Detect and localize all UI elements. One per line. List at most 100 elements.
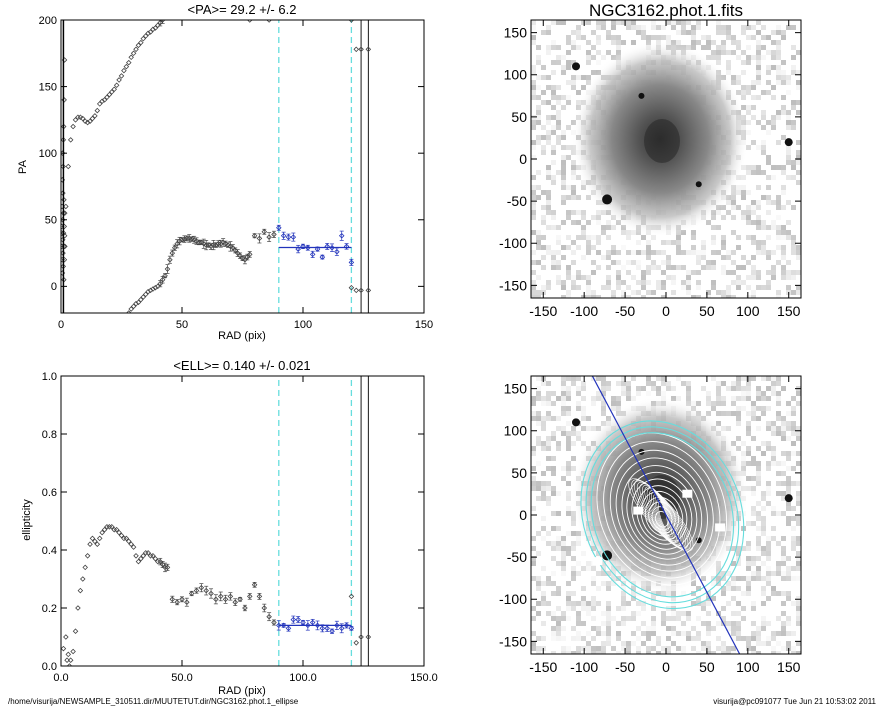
ell-point xyxy=(65,651,72,658)
pa-point xyxy=(92,113,98,119)
noise-pixel xyxy=(541,566,546,571)
noise-pixel xyxy=(591,30,596,35)
noise-pixel xyxy=(666,651,671,654)
noise-pixel xyxy=(746,431,751,436)
noise-pixel xyxy=(791,481,796,486)
noise-pixel xyxy=(621,391,626,396)
noise-pixel xyxy=(776,110,781,115)
noise-pixel xyxy=(761,561,766,566)
noise-pixel xyxy=(696,295,701,298)
noise-pixel xyxy=(536,55,541,60)
noise-pixel xyxy=(761,531,766,536)
noise-pixel xyxy=(756,471,761,476)
noise-pixel xyxy=(736,386,741,391)
noise-pixel xyxy=(676,265,681,270)
noise-pixel xyxy=(581,426,586,431)
noise-pixel xyxy=(756,461,761,466)
noise-pixel xyxy=(686,285,691,290)
noise-pixel xyxy=(641,280,646,285)
noise-pixel xyxy=(681,646,686,651)
noise-pixel xyxy=(551,471,556,476)
noise-pixel xyxy=(756,396,761,401)
noise-pixel xyxy=(561,636,566,641)
noise-pixel xyxy=(651,35,656,40)
noise-pixel xyxy=(746,235,751,240)
noise-pixel xyxy=(561,646,566,651)
noise-pixel xyxy=(596,646,601,651)
noise-pixel xyxy=(541,125,546,130)
noise-pixel xyxy=(761,551,766,556)
noise-pixel xyxy=(671,280,676,285)
noise-pixel xyxy=(696,586,701,591)
noise-pixel xyxy=(536,376,541,381)
noise-pixel xyxy=(781,626,786,631)
noise-pixel xyxy=(556,416,561,421)
noise-pixel xyxy=(631,376,636,381)
noise-pixel xyxy=(536,95,541,100)
noise-pixel xyxy=(546,85,551,90)
noise-pixel xyxy=(581,586,586,591)
noise-pixel xyxy=(771,225,776,230)
noise-pixel xyxy=(691,245,696,250)
noise-pixel xyxy=(786,220,791,225)
noise-pixel xyxy=(576,431,581,436)
ell-point xyxy=(251,582,258,588)
noise-pixel xyxy=(541,30,546,35)
noise-pixel xyxy=(606,586,611,591)
noise-pixel xyxy=(606,381,611,386)
noise-pixel xyxy=(541,396,546,401)
noise-pixel xyxy=(616,636,621,641)
noise-pixel xyxy=(576,561,581,566)
noise-pixel xyxy=(731,250,736,255)
img1-xtick-label: 50 xyxy=(699,303,715,319)
noise-pixel xyxy=(711,225,716,230)
noise-pixel xyxy=(541,621,546,626)
ell-point xyxy=(145,550,151,556)
noise-pixel xyxy=(736,421,741,426)
noise-pixel xyxy=(541,100,546,105)
noise-pixel xyxy=(786,160,791,165)
noise-pixel xyxy=(761,240,766,245)
noise-pixel xyxy=(576,245,581,250)
noise-pixel xyxy=(591,215,596,220)
noise-pixel xyxy=(711,260,716,265)
noise-pixel xyxy=(716,581,721,586)
noise-pixel xyxy=(761,115,766,120)
noise-pixel xyxy=(576,195,581,200)
noise-pixel xyxy=(736,551,741,556)
noise-pixel xyxy=(551,215,556,220)
noise-pixel xyxy=(751,95,756,100)
noise-pixel xyxy=(661,295,666,298)
noise-pixel xyxy=(681,265,686,270)
noise-pixel xyxy=(561,200,566,205)
img1-xtick-label: -50 xyxy=(615,303,635,319)
noise-pixel xyxy=(626,391,631,396)
ell-point xyxy=(140,553,147,559)
pa-point xyxy=(140,294,147,300)
noise-pixel xyxy=(736,40,741,45)
noise-pixel xyxy=(601,376,606,381)
pa-point xyxy=(133,300,139,307)
noise-pixel xyxy=(766,576,771,581)
noise-pixel xyxy=(641,30,646,35)
noise-pixel xyxy=(531,616,536,621)
noise-pixel xyxy=(736,446,741,451)
noise-pixel xyxy=(716,396,721,401)
noise-pixel xyxy=(746,581,751,586)
noise-pixel xyxy=(786,150,791,155)
noise-pixel xyxy=(566,40,571,45)
noise-pixel xyxy=(606,285,611,290)
ell-point xyxy=(61,645,67,652)
noise-pixel xyxy=(626,381,631,386)
inner-contour xyxy=(646,488,678,542)
noise-pixel xyxy=(786,621,791,626)
img2-ytick-label: 150 xyxy=(504,381,528,397)
noise-pixel xyxy=(541,205,546,210)
noise-pixel xyxy=(626,270,631,275)
noise-pixel xyxy=(581,416,586,421)
ell-point xyxy=(157,558,163,565)
noise-pixel xyxy=(706,641,711,646)
noise-pixel xyxy=(736,411,741,416)
pa-point xyxy=(198,239,205,246)
pa-point xyxy=(324,243,330,250)
